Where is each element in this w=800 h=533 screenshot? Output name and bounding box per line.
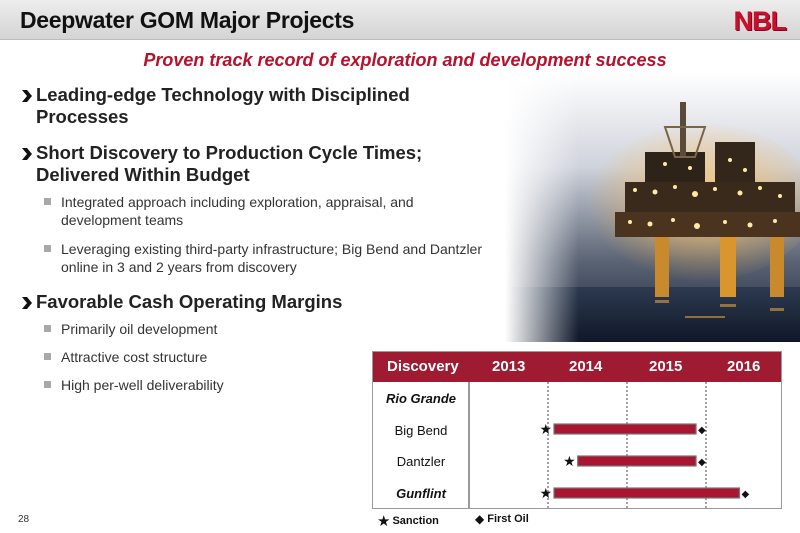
sub-bullet-text: Attractive cost structure bbox=[61, 349, 208, 365]
sub-bullet-integrated: Integrated approach including exploratio… bbox=[44, 193, 488, 229]
first-oil-diamond-icon: ◆ bbox=[742, 489, 750, 500]
sub-bullet-text: Primarily oil development bbox=[61, 321, 218, 337]
header-2013: 2013 bbox=[492, 358, 526, 375]
sub-bullet-cost: Attractive cost structure bbox=[44, 348, 488, 366]
star-icon: ★ bbox=[377, 513, 391, 530]
square-bullet-icon bbox=[44, 325, 51, 332]
bar-big-bend bbox=[553, 423, 697, 435]
sub-bullet-oil: Primarily oil development bbox=[44, 320, 488, 338]
bullet-list: Leading-edge Technology with Disciplined… bbox=[18, 84, 488, 394]
row-label-big-bend: Big Bend bbox=[394, 423, 448, 438]
legend-sanction-label: Sanction bbox=[392, 515, 439, 527]
sub-bullet-text: High per-well deliverability bbox=[61, 377, 224, 393]
sub-bullet-text: Leveraging existing third-party infrastr… bbox=[61, 241, 482, 275]
first-oil-diamond-icon: ◆ bbox=[698, 457, 706, 468]
square-bullet-icon bbox=[44, 381, 51, 388]
page-number: 28 bbox=[18, 514, 30, 525]
square-bullet-icon bbox=[44, 198, 51, 205]
bar-dantzler bbox=[577, 455, 697, 467]
timeline-bars: ★ ◆ ★ ◆ ★ ◆ bbox=[468, 382, 750, 508]
legend-first-oil-label: First Oil bbox=[487, 513, 529, 525]
sub-bullet-text: Integrated approach including exploratio… bbox=[61, 194, 414, 228]
offshore-platform-photo bbox=[505, 72, 800, 342]
timeline-header: Discovery 2013 2014 2015 2016 bbox=[373, 352, 781, 382]
square-bullet-icon bbox=[44, 353, 51, 360]
bullet-text: Favorable Cash Operating Margins bbox=[36, 291, 343, 312]
page-title: Deepwater GOM Major Projects bbox=[20, 7, 355, 33]
row-label-gunflint: Gunflint bbox=[396, 486, 446, 501]
diamond-icon: ◆ bbox=[475, 512, 485, 526]
sanction-star-icon: ★ bbox=[539, 422, 552, 438]
legend-sanction: ★ Sanction bbox=[377, 512, 439, 530]
bullet-text: Leading-edge Technology with Disciplined… bbox=[36, 84, 410, 127]
subtitle: Proven track record of exploration and d… bbox=[143, 50, 667, 70]
sanction-star-icon: ★ bbox=[539, 486, 552, 502]
nbl-logo: NBL bbox=[733, 6, 787, 36]
sanction-star-icon: ★ bbox=[563, 454, 576, 470]
bullet-cycle-times: Short Discovery to Production Cycle Time… bbox=[18, 142, 488, 186]
row-label-dantzler: Dantzler bbox=[396, 454, 446, 469]
header-2014: 2014 bbox=[569, 358, 603, 375]
bar-gunflint bbox=[553, 487, 741, 499]
chevron-right-icon bbox=[22, 90, 32, 102]
bullet-cash-margins: Favorable Cash Operating Margins bbox=[18, 291, 488, 313]
header-discovery: Discovery bbox=[387, 358, 459, 375]
sub-bullet-deliverability: High per-well deliverability bbox=[44, 376, 488, 394]
legend-first-oil: ◆ First Oil bbox=[475, 512, 529, 526]
sub-bullet-infrastructure: Leveraging existing third-party infrastr… bbox=[44, 240, 488, 276]
platform-illustration bbox=[505, 72, 800, 342]
first-oil-diamond-icon: ◆ bbox=[698, 425, 706, 436]
chevron-right-icon bbox=[22, 297, 32, 309]
bullet-text: Short Discovery to Production Cycle Time… bbox=[36, 142, 423, 185]
square-bullet-icon bbox=[44, 245, 51, 252]
bullet-technology: Leading-edge Technology with Disciplined… bbox=[18, 84, 488, 128]
header-bar: Deepwater GOM Major Projects NBL bbox=[0, 0, 800, 40]
header-2015: 2015 bbox=[649, 358, 683, 375]
row-label-rio-grande: Rio Grande bbox=[385, 391, 457, 406]
chevron-right-icon bbox=[22, 148, 32, 160]
project-timeline: Discovery 2013 2014 2015 2016 Rio Grande… bbox=[372, 351, 782, 509]
header-2016: 2016 bbox=[727, 358, 761, 375]
